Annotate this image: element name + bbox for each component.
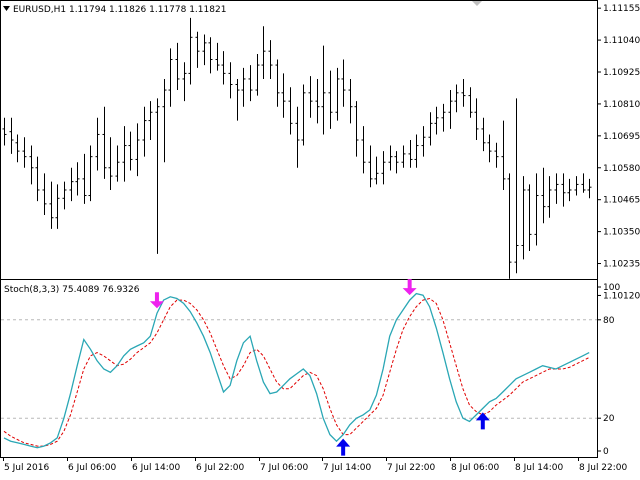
price-panel-frame: [0, 0, 598, 305]
stoch-axis-label: 20: [603, 414, 615, 424]
price-axis-label: 1.10810: [603, 100, 640, 110]
price-axis-label: 1.10120: [603, 291, 640, 301]
time-axis-label: 7 Jul 22:00: [387, 463, 436, 473]
sell-arrow-icon: [149, 292, 164, 309]
time-axis: 5 Jul 2016 6 Jul 06:00 6 Jul 14:00 6 Jul 22…: [3, 457, 628, 473]
time-axis-label: 6 Jul 14:00: [132, 463, 181, 473]
stoch-main-line: [3, 292, 590, 449]
stoch-lines: [3, 292, 590, 449]
signal-arrows: [149, 279, 490, 456]
time-axis-label: 6 Jul 06:00: [68, 463, 117, 473]
price-axis-label: 1.11040: [603, 36, 640, 46]
collapse-triangle-icon[interactable]: [3, 6, 10, 11]
price-axis: 1.11155 1.11040 1.10925 1.10810 1.10695 1.105…: [597, 4, 640, 301]
stoch-panel-frame: [0, 279, 598, 458]
buy-arrow-icon: [475, 412, 490, 430]
price-axis-label: 1.10235: [603, 260, 640, 270]
price-axis-label: 1.10465: [603, 196, 640, 206]
stoch-panel-header: Stoch(8,3,3) 75.4089 76.9326: [4, 285, 140, 295]
price-axis-label: 1.10925: [603, 68, 640, 78]
price-axis-label: 1.10580: [603, 164, 640, 174]
time-axis-label: 8 Jul 14:00: [515, 463, 564, 473]
price-axis-label: 1.11155: [603, 4, 640, 14]
stoch-axis-label: 0: [603, 447, 609, 457]
price-bars: [2, 17, 592, 279]
stoch-axis-label: 100: [603, 283, 620, 293]
stoch-signal-line: [3, 297, 590, 447]
price-axis-label: 1.10695: [603, 132, 640, 142]
time-axis-label: 8 Jul 22:00: [579, 463, 628, 473]
time-axis-label: 8 Jul 06:00: [451, 463, 500, 473]
time-axis-label: 7 Jul 14:00: [323, 463, 372, 473]
time-axis-label: 6 Jul 22:00: [196, 463, 245, 473]
stoch-axis-label: 80: [603, 316, 615, 326]
price-panel-header: EURUSD,H1 1.11794 1.11826 1.11778 1.1182…: [13, 5, 226, 15]
time-axis-label: 5 Jul 2016: [4, 463, 49, 473]
sell-arrow-icon: [402, 279, 417, 296]
stoch-axis: 100 80 20 0: [1, 283, 620, 457]
price-axis-label: 1.10350: [603, 228, 640, 238]
buy-arrow-icon: [336, 438, 351, 456]
time-axis-label: 7 Jul 06:00: [260, 463, 309, 473]
shift-marker-icon[interactable]: [472, 1, 482, 6]
